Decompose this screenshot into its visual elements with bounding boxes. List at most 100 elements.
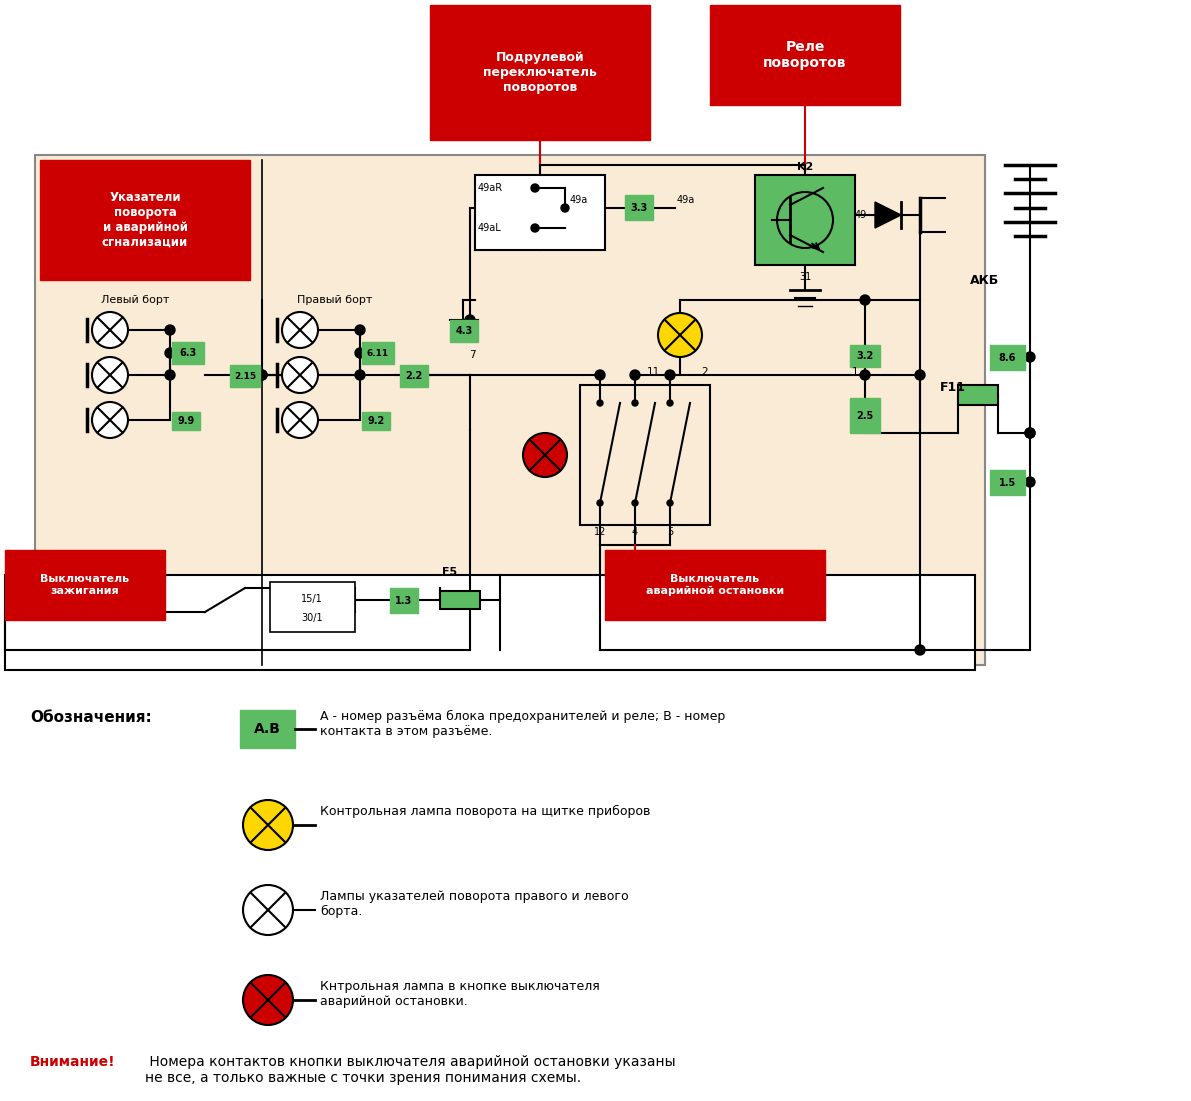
- Text: Выключатель
зажигания: Выключатель зажигания: [40, 575, 130, 596]
- Text: 2: 2: [701, 367, 709, 377]
- Text: Номера контактов кнопки выключателя аварийной остановки указаны
не все, а только: Номера контактов кнопки выключателя авар…: [145, 1055, 675, 1086]
- Text: 31: 31: [799, 272, 811, 282]
- Circle shape: [1025, 352, 1035, 362]
- Circle shape: [1025, 428, 1035, 438]
- Text: F11: F11: [940, 381, 966, 393]
- Circle shape: [355, 325, 364, 335]
- Circle shape: [667, 400, 673, 406]
- FancyBboxPatch shape: [389, 588, 418, 613]
- Circle shape: [597, 400, 603, 406]
- Text: 1: 1: [852, 367, 859, 377]
- FancyBboxPatch shape: [850, 345, 880, 367]
- FancyBboxPatch shape: [850, 397, 880, 433]
- FancyBboxPatch shape: [270, 582, 355, 632]
- Text: 4.3: 4.3: [455, 326, 473, 336]
- Circle shape: [531, 184, 540, 192]
- Text: Внимание!: Внимание!: [30, 1055, 116, 1069]
- Circle shape: [282, 357, 318, 393]
- Text: Выключатель
аварийной остановки: Выключатель аварийной остановки: [646, 574, 784, 596]
- Circle shape: [657, 313, 701, 357]
- Text: 30/1: 30/1: [301, 613, 323, 623]
- Text: 12: 12: [594, 527, 606, 537]
- Text: Подрулевой
переключатель
поворотов: Подрулевой переключатель поворотов: [484, 51, 597, 94]
- Circle shape: [92, 357, 127, 393]
- Circle shape: [1025, 428, 1035, 438]
- Circle shape: [282, 312, 318, 348]
- Circle shape: [166, 325, 175, 335]
- Polygon shape: [875, 201, 902, 228]
- Text: 49aL: 49aL: [478, 224, 501, 233]
- FancyBboxPatch shape: [5, 550, 166, 620]
- FancyBboxPatch shape: [172, 342, 204, 364]
- Text: A.B: A.B: [254, 722, 281, 735]
- Circle shape: [464, 315, 475, 325]
- Text: 4: 4: [632, 527, 638, 537]
- Circle shape: [282, 402, 318, 438]
- Circle shape: [166, 370, 175, 380]
- Text: Кнтрольная лампа в кнопке выключателя
аварийной остановки.: Кнтрольная лампа в кнопке выключателя ав…: [320, 980, 600, 1009]
- Circle shape: [92, 312, 127, 348]
- FancyBboxPatch shape: [990, 470, 1025, 495]
- FancyBboxPatch shape: [230, 366, 260, 386]
- Circle shape: [257, 370, 267, 380]
- Text: 9.9: 9.9: [177, 416, 194, 426]
- Circle shape: [860, 370, 869, 380]
- Circle shape: [166, 348, 175, 358]
- Text: 2.2: 2.2: [405, 371, 423, 381]
- Text: 49a: 49a: [676, 195, 696, 205]
- FancyBboxPatch shape: [990, 345, 1025, 370]
- Circle shape: [243, 885, 293, 935]
- Circle shape: [667, 500, 673, 506]
- FancyBboxPatch shape: [439, 591, 480, 609]
- Text: 6.3: 6.3: [180, 348, 197, 358]
- Text: 3.2: 3.2: [856, 351, 874, 361]
- FancyBboxPatch shape: [362, 412, 389, 430]
- Text: 49: 49: [855, 210, 867, 220]
- FancyBboxPatch shape: [475, 175, 605, 250]
- Circle shape: [632, 400, 638, 406]
- Text: Реле
поворотов: Реле поворотов: [763, 40, 847, 70]
- Circle shape: [630, 370, 640, 380]
- Text: 49a: 49a: [570, 195, 588, 205]
- Text: АКБ: АКБ: [971, 273, 999, 286]
- Text: Обозначения:: Обозначения:: [30, 710, 151, 724]
- Circle shape: [523, 433, 567, 477]
- Circle shape: [243, 800, 293, 850]
- FancyBboxPatch shape: [605, 550, 825, 620]
- Text: 11: 11: [647, 367, 660, 377]
- Text: Контрольная лампа поворота на щитке приборов: Контрольная лампа поворота на щитке приб…: [320, 805, 650, 818]
- Text: K2: K2: [797, 162, 813, 172]
- Circle shape: [355, 348, 364, 358]
- Text: 6.11: 6.11: [367, 349, 389, 358]
- FancyBboxPatch shape: [40, 160, 250, 280]
- FancyBboxPatch shape: [580, 385, 710, 525]
- FancyBboxPatch shape: [625, 195, 653, 220]
- FancyBboxPatch shape: [710, 6, 900, 105]
- Text: Лампы указателей поворота правого и левого
борта.: Лампы указателей поворота правого и лево…: [320, 890, 629, 918]
- Text: 1.3: 1.3: [395, 596, 412, 606]
- FancyBboxPatch shape: [755, 175, 855, 265]
- Text: Левый борт: Левый борт: [101, 295, 169, 305]
- Circle shape: [561, 204, 569, 212]
- FancyBboxPatch shape: [400, 366, 428, 386]
- Text: 3.3: 3.3: [630, 203, 648, 212]
- Text: 7: 7: [469, 350, 475, 360]
- Circle shape: [632, 500, 638, 506]
- Circle shape: [531, 224, 540, 232]
- Text: 5: 5: [667, 527, 673, 537]
- Circle shape: [92, 402, 127, 438]
- FancyBboxPatch shape: [450, 320, 478, 342]
- Circle shape: [915, 645, 925, 655]
- Text: 2.5: 2.5: [856, 411, 874, 421]
- FancyBboxPatch shape: [35, 155, 985, 665]
- Text: 1.5: 1.5: [999, 478, 1016, 488]
- Circle shape: [243, 975, 293, 1025]
- Text: 9.2: 9.2: [367, 416, 385, 426]
- Text: 2.15: 2.15: [233, 371, 256, 381]
- Circle shape: [915, 370, 925, 380]
- Text: Правый борт: Правый борт: [298, 295, 373, 305]
- Circle shape: [665, 370, 675, 380]
- FancyBboxPatch shape: [430, 6, 650, 140]
- Text: Указатели
поворота
и аварийной
сгнализации: Указатели поворота и аварийной сгнализац…: [102, 190, 188, 249]
- Circle shape: [355, 370, 364, 380]
